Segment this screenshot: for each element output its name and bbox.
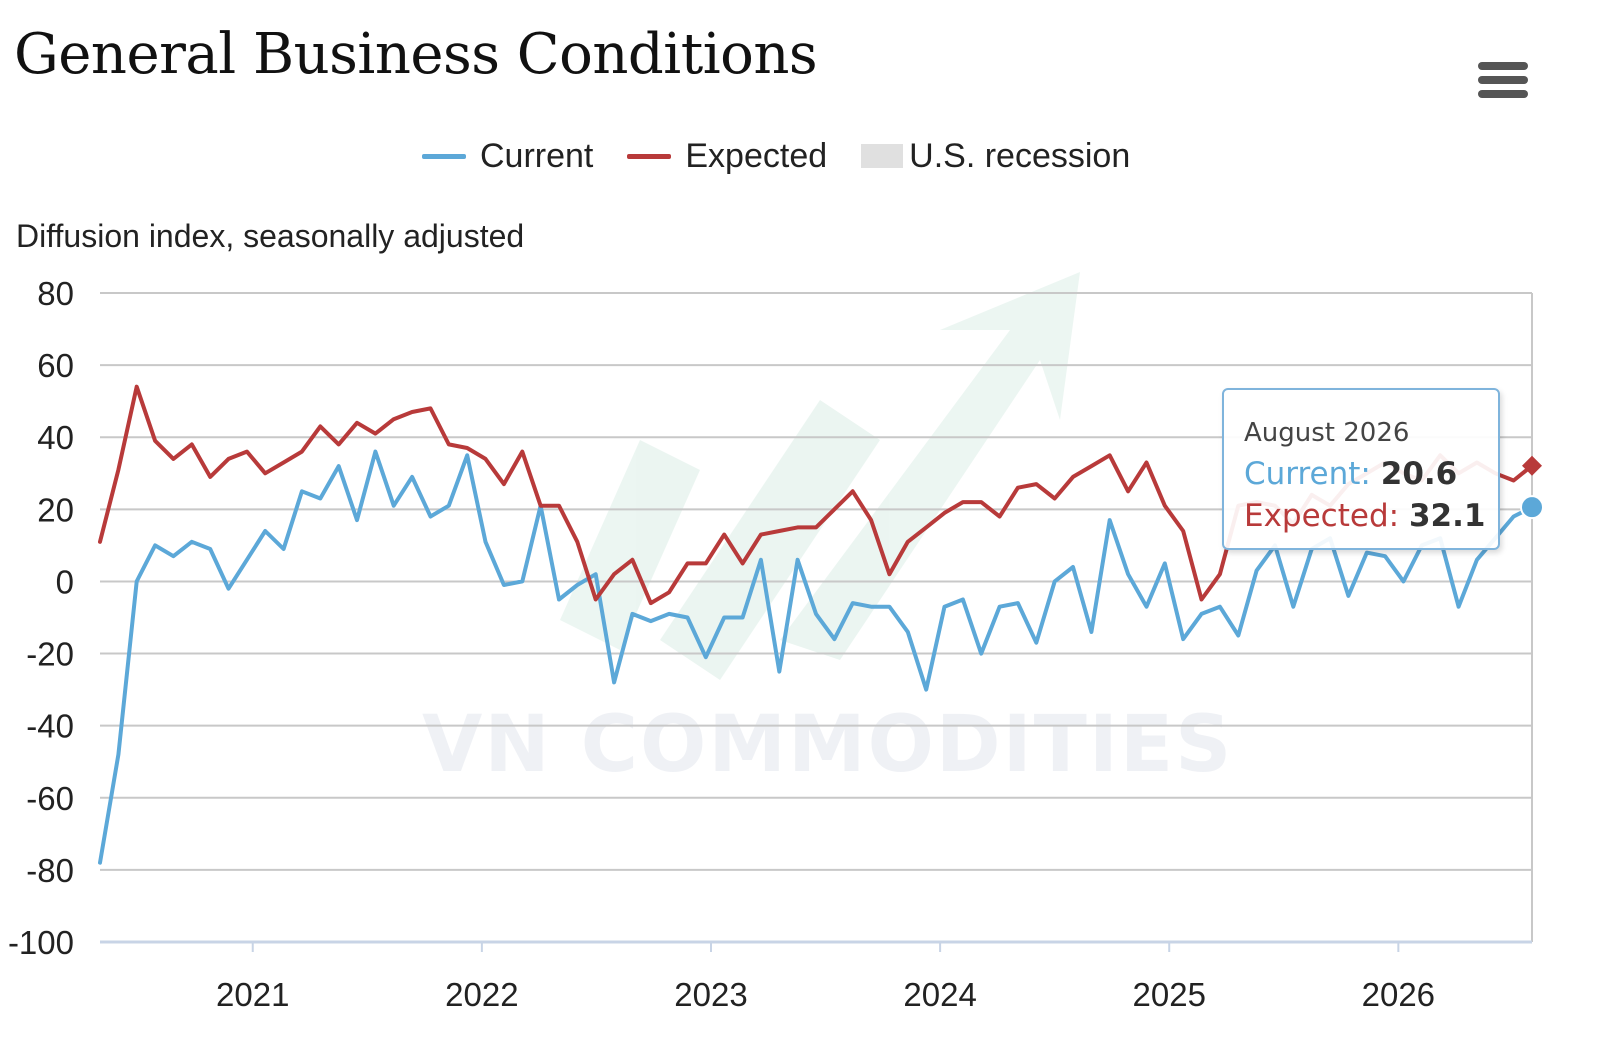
series-line-current[interactable] [98,449,1534,865]
y-tick-label: -100 [8,924,74,961]
tooltip-date: August 2026 [1244,418,1410,448]
tooltip-current-value: 20.6 [1380,456,1458,492]
tooltip-expected-label: Expected: [1244,498,1400,534]
tooltip-expected-value: 32.1 [1408,498,1486,534]
x-tick-label: 2021 [216,976,289,1013]
y-tick-label: 20 [37,491,74,528]
legend-item-current[interactable]: Current [422,137,593,176]
menu-bar [1478,90,1528,98]
y-axis-label: Diffusion index, seasonally adjusted [16,218,525,254]
y-tick-label: 80 [37,275,74,312]
y-tick-label: -60 [26,780,74,817]
legend-current-label: Current [480,136,594,175]
y-tick-label: -80 [26,852,74,889]
hamburger-menu-icon[interactable] [1478,62,1528,104]
x-tick-label: 2025 [1133,976,1206,1013]
menu-bar [1478,62,1528,70]
x-tick-label: 2022 [445,976,518,1013]
data-tooltip: August 2026 Current: 20.6 Expected: 32.1 [1222,388,1500,550]
legend-expected-swatch [627,153,672,159]
y-tick-label: -40 [26,708,74,745]
chart-title: General Business Conditions [14,22,818,87]
legend-item-expected[interactable]: Expected [627,137,827,176]
y-tick-label: 40 [37,419,74,456]
y-tick-label: -20 [26,636,74,673]
current-last-point-marker[interactable] [1520,495,1544,520]
x-tick-label: 2026 [1362,976,1435,1013]
legend-item-recession[interactable]: U.S. recession [861,137,1130,176]
legend-expected-label: Expected [685,136,828,175]
legend: Current Expected U.S. recession [422,134,1164,178]
tooltip-current-label: Current: [1244,456,1371,492]
y-tick-label: 60 [37,347,74,384]
expected-last-point-marker[interactable] [1522,455,1542,476]
legend-recession-label: U.S. recession [909,136,1131,175]
legend-current-swatch [422,153,466,159]
menu-bar [1478,76,1528,84]
x-tick-label: 2024 [903,976,976,1013]
watermark: VN COMMODITIES [422,700,1234,790]
x-tick-label: 2023 [674,976,747,1013]
y-tick-label: 0 [56,563,74,600]
tooltip-expected-row: Expected: 32.1 [1244,498,1485,534]
legend-recession-swatch [861,144,904,168]
tooltip-current-row: Current: 20.6 [1244,456,1478,492]
